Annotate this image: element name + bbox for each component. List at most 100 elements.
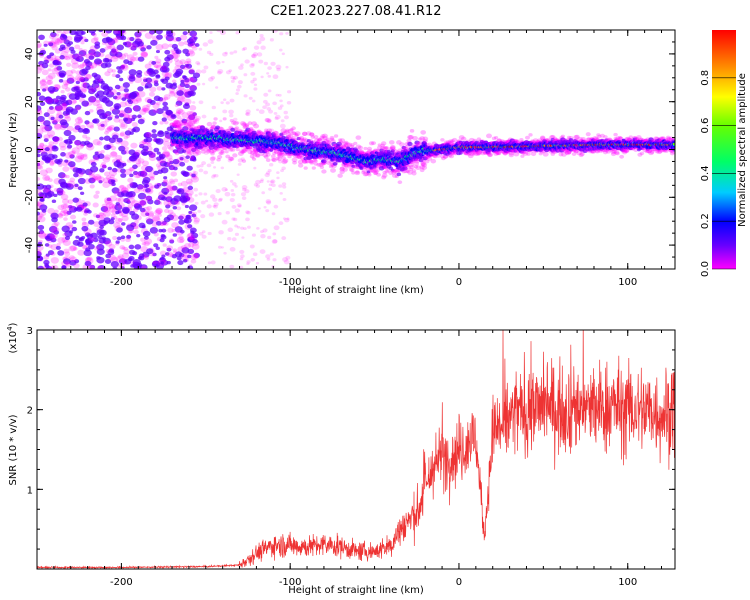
- spectrogram-cell: [276, 171, 280, 175]
- spectrogram-cell: [60, 203, 68, 210]
- spectrogram-cell: [143, 235, 149, 240]
- spectrogram-cell: [236, 173, 240, 176]
- spectrogram-cell: [51, 199, 57, 204]
- spectrogram-cell: [153, 82, 159, 87]
- spectrogram-cell: [282, 217, 287, 220]
- spectrogram-cell: [200, 214, 206, 219]
- spectrogram-cell: [77, 241, 84, 247]
- spectrogram-cell: [75, 106, 81, 111]
- spectrogram-cell: [187, 50, 196, 57]
- spectrogram-cell: [187, 181, 193, 186]
- spectrogram-cell: [353, 141, 358, 145]
- spectrogram-cell: [107, 249, 115, 256]
- spectrogram-cell: [41, 209, 47, 213]
- spectrogram-cell: [144, 82, 153, 89]
- spectrogram-cell: [172, 233, 178, 237]
- spectrogram-cell: [253, 83, 258, 87]
- spectrogram-cell: [272, 74, 279, 79]
- spectrogram-cell: [103, 208, 109, 214]
- spectrogram-cell: [77, 119, 84, 124]
- spectrogram-cell: [266, 128, 273, 133]
- spectrogram-cell: [185, 214, 191, 219]
- spectrogram-cell: [164, 208, 170, 214]
- spectrogram-cell: [285, 255, 291, 260]
- spectrogram-cell: [225, 211, 230, 215]
- spectrogram-cell: [140, 170, 146, 174]
- spectrogram-cell: [156, 34, 163, 40]
- spectrogram-cell: [61, 208, 68, 214]
- spectrogram-cell: [166, 260, 171, 265]
- spectrogram-cell: [104, 154, 111, 160]
- spectrogram-cell: [130, 59, 135, 63]
- spectrogram-cell: [161, 228, 167, 233]
- spectrogram-cell: [127, 177, 134, 183]
- spectrogram-cell: [138, 199, 146, 206]
- spectrogram-cell: [155, 49, 160, 54]
- spectrogram-cell: [278, 93, 282, 97]
- spectrogram-cell: [139, 171, 148, 177]
- spectrogram-cell: [131, 121, 138, 127]
- spectrogram-cell: [146, 248, 154, 255]
- spectrogram-cell: [145, 165, 153, 173]
- spectrogram-cell: [286, 90, 292, 94]
- spectrogram-cell: [220, 166, 225, 170]
- spectrogram-cell: [283, 259, 290, 265]
- spectrogram-cell: [265, 199, 272, 204]
- spectrogram-cell: [126, 37, 132, 41]
- spectrogram-cell: [260, 75, 264, 79]
- spectrogram-cell: [229, 113, 234, 118]
- spectrogram-cell: [229, 98, 235, 103]
- spectrogram-cell: [162, 179, 168, 184]
- spectrogram-cell: [85, 242, 91, 246]
- spectrogram-cell: [263, 205, 267, 209]
- spectrogram-cell: [54, 123, 61, 130]
- spectrogram-cell: [54, 105, 61, 112]
- spectrogram-cell: [146, 142, 152, 147]
- spectrogram-cell: [151, 222, 158, 227]
- spectrogram-cell: [86, 121, 94, 129]
- spectrogram-cell: [176, 115, 182, 120]
- spectrogram-cell: [39, 79, 47, 85]
- spectrogram-cell: [140, 237, 146, 242]
- spectrogram-cell: [171, 79, 177, 84]
- spectrogram-cell: [195, 69, 202, 75]
- spectrogram-cell: [171, 114, 176, 118]
- spectrogram-cell: [109, 195, 117, 202]
- spectrogram-cell: [100, 150, 105, 154]
- spectrogram-cell: [38, 95, 46, 102]
- spectrogram-cell: [241, 159, 247, 163]
- spectrogram-cell: [127, 114, 134, 119]
- spectrogram-cell: [49, 232, 58, 239]
- spectrogram-cell: [53, 98, 59, 103]
- spectrogram-cell: [187, 43, 193, 48]
- spectrogram-cell: [134, 31, 142, 38]
- spectrogram-cell: [151, 60, 157, 65]
- spectrogram-cell: [56, 65, 63, 71]
- spectrogram-cell: [80, 41, 85, 45]
- spectrogram-cell: [57, 237, 66, 244]
- spectrogram-cell: [179, 161, 186, 167]
- spectrogram-cell: [187, 77, 194, 82]
- spectrogram-cell: [233, 217, 238, 222]
- spectrogram-cell: [75, 74, 84, 81]
- spectrogram-cell: [116, 91, 121, 96]
- spectrogram-cell: [92, 138, 101, 146]
- spectrogram-cell: [256, 226, 260, 230]
- spectrogram-cell: [177, 182, 183, 187]
- spectrogram-cell: [49, 161, 55, 166]
- spectrogram-cell: [48, 134, 54, 139]
- spectrogram-cell: [74, 155, 83, 163]
- spectrogram-cell: [37, 250, 42, 258]
- spectrogram-cell: [235, 88, 240, 92]
- spectrogram-cell: [130, 142, 138, 149]
- spectrogram-cell: [212, 121, 217, 125]
- spectrogram-cell: [137, 41, 144, 47]
- spectrogram-cell: [155, 163, 162, 168]
- spectrogram-cell: [164, 76, 170, 81]
- spectrogram-cell: [136, 72, 143, 78]
- spectrogram-cell: [169, 160, 174, 165]
- spectrogram-cell: [279, 123, 286, 129]
- spectrogram-cell: [56, 187, 64, 194]
- spectrogram-cell: [83, 212, 88, 216]
- spectrogram-cell: [281, 236, 287, 241]
